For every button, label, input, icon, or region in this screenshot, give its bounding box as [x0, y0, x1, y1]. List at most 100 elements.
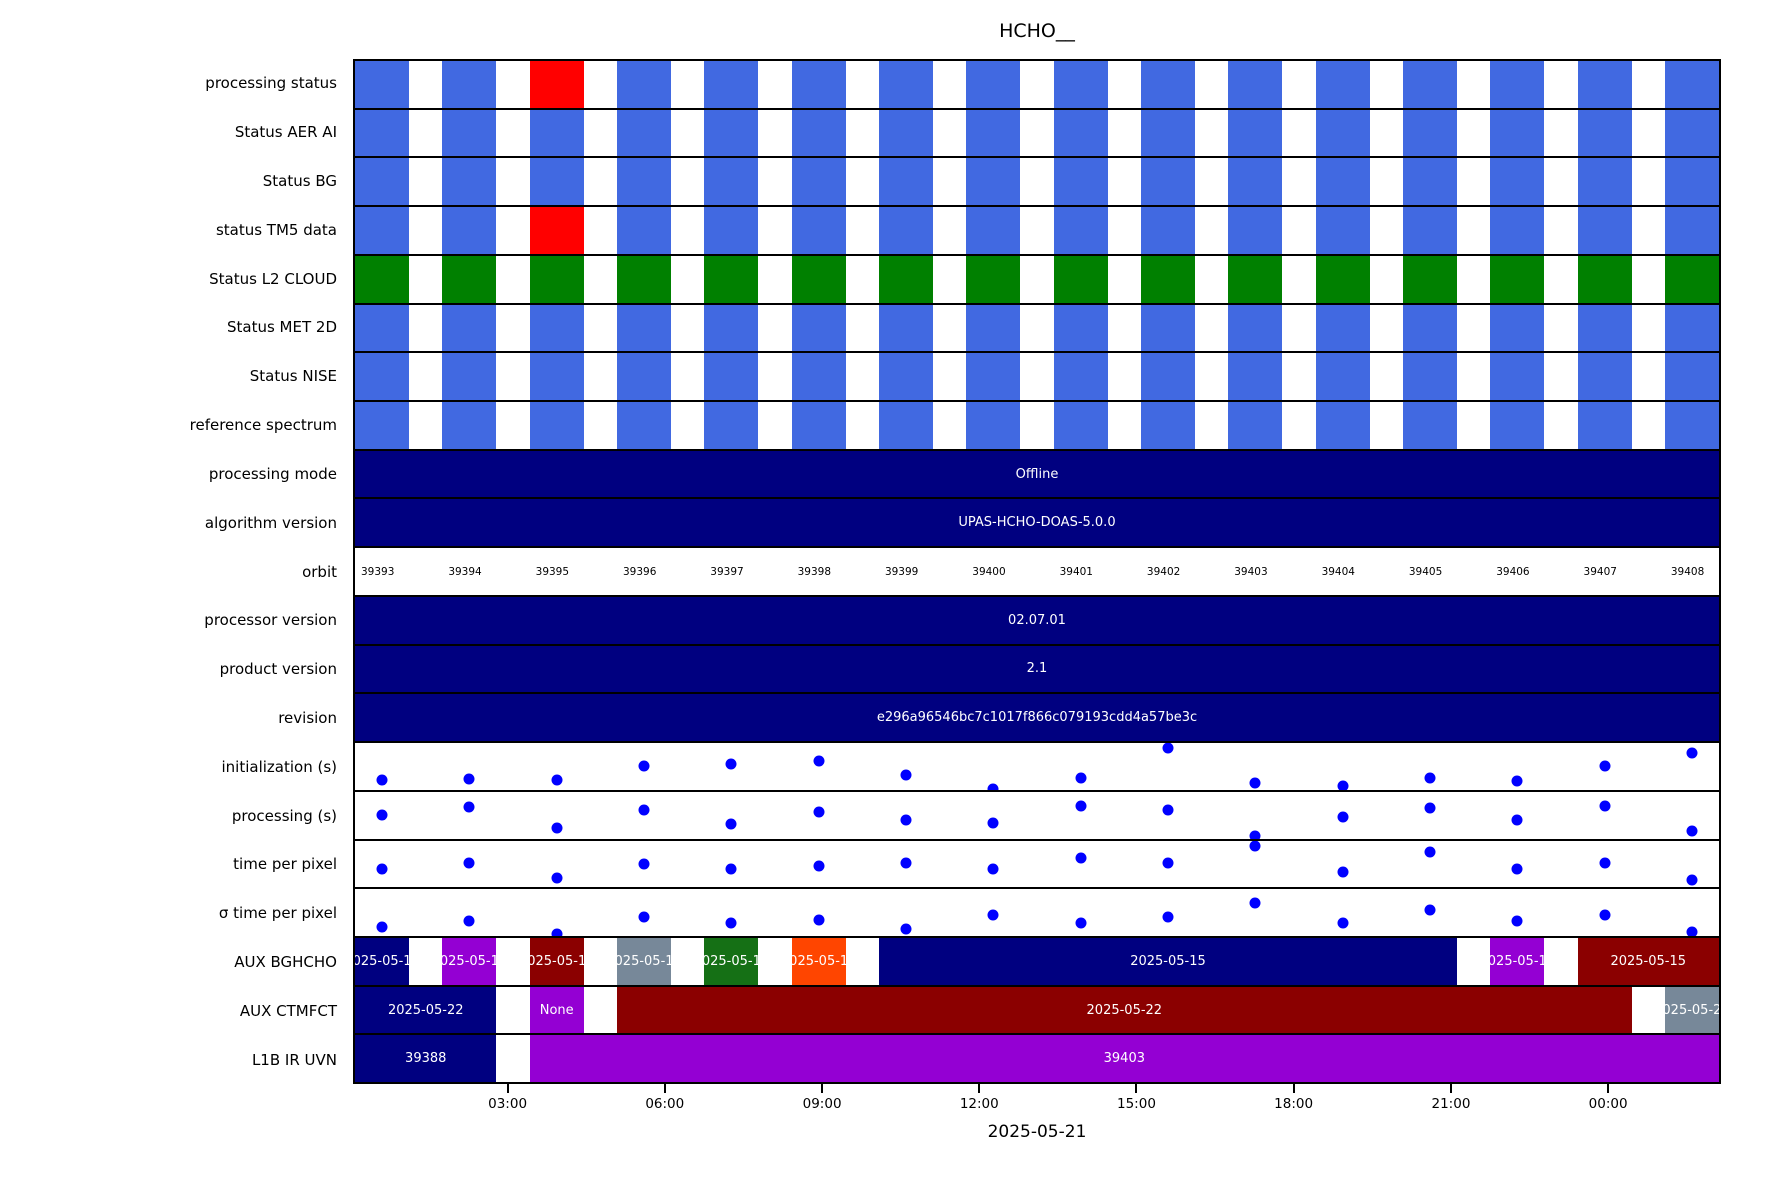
status-cell [442, 61, 497, 108]
status-cell [878, 402, 934, 449]
data-point [900, 857, 912, 869]
data-point [376, 809, 388, 821]
data-point [987, 909, 999, 921]
orbit-number: 39399 [884, 565, 919, 578]
x-tick-mark [1449, 1084, 1452, 1093]
x-tick-mark [506, 1084, 509, 1093]
data-point [813, 806, 825, 818]
status-cell [1053, 207, 1108, 254]
status-cell [878, 255, 934, 303]
data-point [900, 814, 912, 826]
segment-aux-ctmfct: None [529, 986, 584, 1034]
orbit-number: 39400 [972, 565, 1006, 578]
status-cell [1140, 207, 1196, 254]
segment-aux-ctmfct: 2025-05-22 [355, 986, 497, 1034]
row-aux-bghcho: 2025-05-16 2025-05-15 2025-05-15 2025-05-15… [355, 937, 1719, 987]
status-cell [616, 158, 672, 206]
status-cell [355, 402, 410, 449]
row-orbit: 39393 39394 39395 39396 39397 39398 39399 39400… [355, 548, 1719, 597]
status-cell [1315, 207, 1370, 254]
x-tick-label: 09:00 [802, 1096, 842, 1112]
segment-value: 2025-05-15 [606, 953, 682, 969]
row-reference-spectrum [355, 402, 1719, 451]
status-cell [442, 158, 497, 206]
data-point [1424, 772, 1436, 784]
value-revision: e296a96546bc7c1017f866c079193cdd4a57be3c [876, 710, 1198, 726]
row-initialization-s [355, 743, 1719, 792]
status-cell [1490, 255, 1545, 303]
status-cell [1664, 158, 1719, 206]
x-tick-mark [663, 1084, 666, 1093]
orbit-number: 39406 [1496, 565, 1530, 578]
status-cell [1664, 402, 1719, 449]
status-cell [529, 304, 584, 352]
orbit-number: 39405 [1408, 565, 1443, 578]
status-cell [1053, 304, 1108, 352]
status-cell [1402, 61, 1458, 108]
data-point [1511, 775, 1523, 787]
segment-value: 39403 [1103, 1051, 1145, 1067]
segment-aux-ctmfct: 2025-05-22 [616, 986, 1632, 1034]
status-cell [1664, 353, 1719, 401]
status-cell [878, 158, 934, 206]
status-cell [355, 304, 410, 352]
status-cell [704, 304, 759, 352]
status-cell [1402, 402, 1458, 449]
data-point [638, 760, 650, 772]
x-axis-date-label: 2025-05-21 [987, 1122, 1087, 1142]
status-cell [791, 61, 846, 108]
status-cell [442, 255, 497, 303]
status-cell [966, 353, 1021, 401]
data-point [1686, 926, 1698, 936]
data-point [1337, 917, 1349, 929]
data-point [551, 822, 563, 834]
status-cell [355, 207, 410, 254]
status-cell [616, 353, 672, 401]
status-cell [791, 255, 846, 303]
segment-aux-bghcho: 2025-05-15 [1577, 937, 1719, 985]
orbit-number: 39397 [710, 565, 744, 578]
orbit-number: 39398 [797, 565, 832, 578]
status-cell [529, 158, 584, 206]
data-point [1162, 743, 1174, 754]
segment-l1b-ir-uvn: 39403 [529, 1035, 1719, 1083]
segment-value: 2025-05-15 [1610, 953, 1687, 969]
data-point [1686, 825, 1698, 837]
status-cell [529, 402, 584, 449]
x-tick-label: 15:00 [1117, 1096, 1156, 1112]
data-point [551, 774, 563, 786]
status-cell [616, 304, 672, 352]
value-processing-mode: Offline [1015, 466, 1059, 482]
segment-aux-bghcho: 2025-05-15 [432, 937, 507, 985]
data-point [900, 769, 912, 781]
status-cell [1228, 353, 1283, 401]
status-cell [529, 353, 584, 401]
data-point [1249, 777, 1261, 789]
row-status-tm5-data [355, 207, 1719, 256]
x-tick-label: 12:00 [959, 1096, 999, 1112]
data-point [1337, 866, 1349, 878]
status-cell [529, 207, 584, 254]
data-point [813, 755, 825, 767]
status-cell [442, 353, 497, 401]
status-cell [1315, 158, 1370, 206]
status-cell [1228, 402, 1283, 449]
status-cell [1140, 61, 1196, 108]
status-cell [1140, 109, 1196, 157]
data-point [725, 917, 737, 929]
segment-aux-bghcho: 2025-05-15 [781, 937, 856, 985]
status-cell [1490, 109, 1545, 157]
status-cell [1053, 158, 1108, 206]
status-cell [1402, 353, 1458, 401]
status-cell [616, 255, 672, 303]
data-point [1249, 830, 1261, 839]
status-cell [966, 158, 1021, 206]
data-point [1075, 800, 1087, 812]
data-point [1511, 814, 1523, 826]
status-cell [355, 255, 410, 303]
status-cell [966, 109, 1021, 157]
status-cell [1140, 158, 1196, 206]
orbit-number: 39396 [622, 565, 657, 578]
row-label-status-met-2d: Status MET 2D [226, 318, 337, 337]
row-processing-status [355, 61, 1719, 110]
